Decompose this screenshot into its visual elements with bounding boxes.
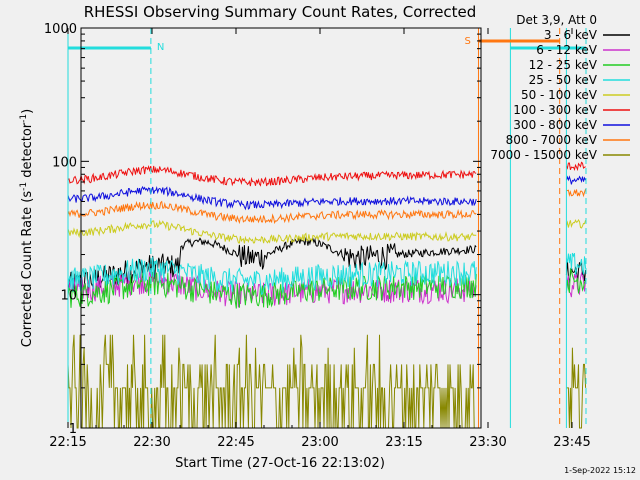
series-line <box>565 161 586 172</box>
y-axis: 1 10 100 1000 <box>44 22 481 437</box>
series-line <box>67 334 477 429</box>
legend-label: 7000 - 15000 keV <box>490 148 597 162</box>
y-axis-label-sup: -1 <box>19 182 29 191</box>
series-line <box>67 164 477 187</box>
y-axis-label-part: ) <box>20 109 35 114</box>
y-tick-label: 1000 <box>44 22 77 37</box>
flag-label: N <box>157 42 164 53</box>
x-tick-label: 22:45 <box>217 435 254 450</box>
x-tick-label: 23:30 <box>469 435 506 450</box>
series-line <box>565 252 587 276</box>
series-line <box>67 256 477 296</box>
series-line <box>566 188 587 198</box>
x-tick-label: 22:15 <box>49 435 86 450</box>
legend-label: 300 - 800 keV <box>513 118 597 132</box>
series-line <box>565 219 587 229</box>
series-line <box>566 347 587 429</box>
y-axis-label-part: Corrected Count Rate (s <box>20 191 35 348</box>
series-line <box>67 185 477 211</box>
x-tick-label: 22:30 <box>133 435 170 450</box>
y-axis-label: Corrected Count Rate (s-1 detector-1) <box>19 109 35 347</box>
legend-label: 3 - 6 keV <box>544 28 598 42</box>
x-axis: 22:15 22:30 22:45 23:00 23:15 23:30 23:45 <box>49 28 591 450</box>
series-line <box>565 267 587 294</box>
series-line <box>67 200 477 225</box>
y-axis-label-sup: -1 <box>19 114 29 123</box>
footer-timestamp: 1-Sep-2022 15:12 <box>564 466 636 475</box>
legend-label: 50 - 100 keV <box>521 88 598 102</box>
series-line <box>67 219 477 244</box>
y-axis-label-part: detector <box>20 122 35 182</box>
flag-label: S <box>464 36 470 47</box>
legend-label: 100 - 300 keV <box>513 103 597 117</box>
data-layer: NS <box>67 28 587 429</box>
x-tick-label: 23:15 <box>385 435 422 450</box>
legend-title: Det 3,9, Att 0 <box>516 13 597 27</box>
legend-label: 6 - 12 keV <box>536 43 598 57</box>
x-tick-label: 23:45 <box>553 435 590 450</box>
legend-label: 25 - 50 keV <box>529 73 598 87</box>
x-axis-label: Start Time (27-Oct-16 22:13:02) <box>175 456 385 471</box>
x-tick-label: 23:00 <box>301 435 338 450</box>
plot-frame <box>80 27 482 429</box>
chart-title: RHESSI Observing Summary Count Rates, Co… <box>84 3 477 21</box>
series-line <box>565 175 587 185</box>
y-tick-label: 10 <box>60 289 77 304</box>
legend-label: 800 - 7000 keV <box>506 133 598 147</box>
legend-label: 12 - 25 keV <box>529 58 598 72</box>
y-tick-label: 1 <box>69 422 77 437</box>
y-tick-label: 100 <box>52 155 77 170</box>
